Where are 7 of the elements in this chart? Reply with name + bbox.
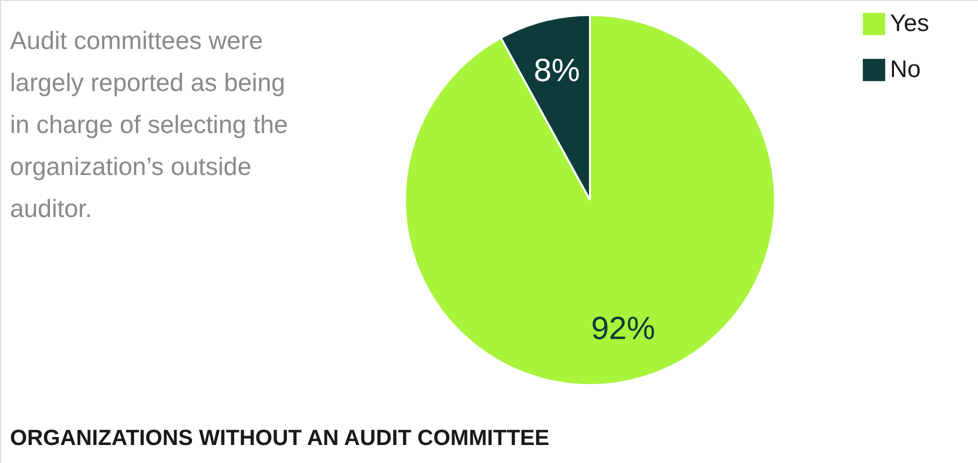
data-label: 8% xyxy=(534,52,580,88)
text: ORGANIZATIONS WITHOUT AN AUDIT COMMITTEE xyxy=(10,425,550,450)
legend-label: Yes xyxy=(890,10,930,37)
data-label: 92% xyxy=(591,310,656,346)
legend-label: No xyxy=(890,56,921,83)
text: Audit committees were largely reported as being in charge of selecting the organization’s outside auditor. xyxy=(10,27,288,223)
pie-slice xyxy=(404,14,776,386)
